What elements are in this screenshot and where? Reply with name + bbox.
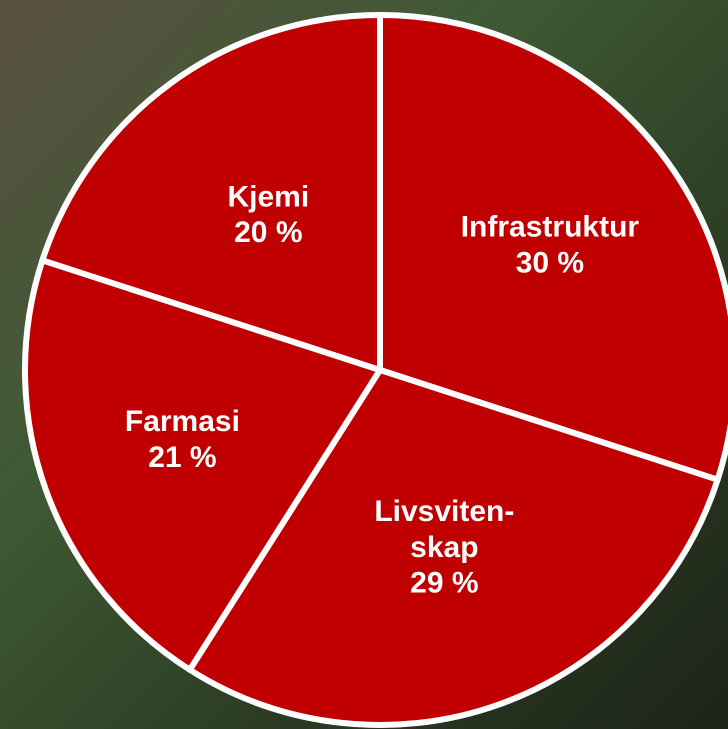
slice-label-line: Infrastruktur <box>461 210 640 243</box>
value-label: 30 % <box>516 246 584 279</box>
slice-label-line: Farmasi <box>125 405 240 438</box>
slice-label: Infrastruktur <box>461 210 640 243</box>
chart: Infrastruktur30 % Livsviten-skap29 % Farma… <box>0 0 728 729</box>
value-label: 20 % <box>234 216 302 249</box>
slice-label: Farmasi <box>125 405 240 438</box>
value-label: 29 % <box>410 567 478 600</box>
value-label: 21 % <box>148 441 216 474</box>
slice-label-line: Livsviten- <box>374 495 514 528</box>
slice-label-line: skap <box>410 531 478 564</box>
page: Infrastruktur30 % Livsviten-skap29 % Farma… <box>0 0 728 729</box>
slice-label-line: Kjemi <box>227 180 309 213</box>
slice-label: Kjemi <box>227 180 309 213</box>
